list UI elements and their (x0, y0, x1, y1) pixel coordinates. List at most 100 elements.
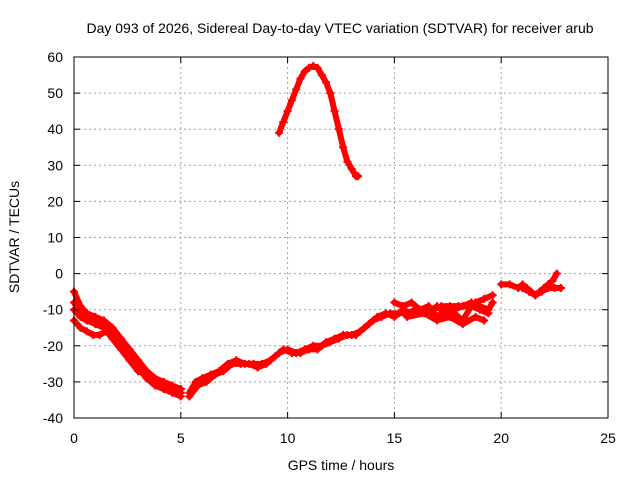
data-point (287, 96, 296, 105)
series-trace-j (518, 284, 566, 300)
x-tick-label: 15 (387, 430, 403, 446)
data-point (403, 312, 412, 321)
data-point (424, 302, 433, 311)
data-point (326, 89, 335, 98)
data-point (518, 284, 527, 293)
data-point (99, 316, 108, 325)
series-trace-d (70, 316, 185, 394)
series-trace-h (403, 309, 489, 329)
data-point (253, 363, 262, 372)
grid-lines (74, 57, 608, 418)
data-point (202, 377, 211, 386)
data-point (445, 312, 454, 321)
data-point (407, 298, 416, 307)
data-point (262, 359, 271, 368)
data-point (185, 392, 194, 401)
data-point (505, 280, 514, 289)
data-point (134, 359, 143, 368)
data-point (322, 338, 331, 347)
data-point (339, 330, 348, 339)
data-point (537, 287, 546, 296)
data-point (275, 128, 284, 137)
y-tick-label: -30 (43, 374, 63, 390)
data-point (497, 280, 506, 289)
series-layer (70, 62, 566, 401)
data-point (390, 298, 399, 307)
y-tick-label: 50 (47, 85, 63, 101)
data-point (531, 291, 540, 300)
data-point (142, 367, 151, 376)
data-point (334, 125, 343, 134)
data-point (373, 312, 382, 321)
data-point (176, 385, 185, 394)
data-point (296, 349, 305, 358)
data-point (390, 312, 399, 321)
x-tick-label: 5 (177, 430, 185, 446)
data-point (313, 63, 322, 72)
data-point (458, 302, 467, 311)
data-point (420, 309, 429, 318)
data-point (441, 305, 450, 314)
x-tick-labels: 0 5 10 15 20 25 (70, 430, 616, 446)
data-point (228, 359, 237, 368)
data-point (168, 381, 177, 390)
data-point (381, 309, 390, 318)
y-tick-label: 40 (47, 121, 63, 137)
data-point (480, 316, 489, 325)
chart-title: Day 093 of 2026, Sidereal Day-to-day VTE… (86, 20, 593, 36)
data-point (557, 284, 566, 293)
data-point (471, 312, 480, 321)
data-point (322, 78, 331, 87)
data-point (467, 302, 476, 311)
data-point (300, 67, 309, 76)
data-point (488, 298, 497, 307)
data-point (279, 345, 288, 354)
data-point (330, 107, 339, 116)
data-point (283, 107, 292, 116)
data-point (76, 323, 85, 332)
data-point (313, 345, 322, 354)
data-point (347, 330, 356, 339)
series-trace-k (275, 62, 363, 181)
data-point (82, 327, 91, 336)
data-point (292, 85, 301, 94)
x-tick-label: 0 (70, 430, 78, 446)
data-point (245, 359, 254, 368)
data-point (488, 291, 497, 300)
data-point (82, 316, 91, 325)
data-point (304, 63, 313, 72)
data-point (552, 269, 561, 278)
data-point (356, 327, 365, 336)
data-point (484, 309, 493, 318)
data-point (339, 143, 348, 152)
data-point (108, 323, 117, 332)
y-tick-label: -40 (43, 410, 63, 426)
data-point (159, 377, 168, 386)
data-point (458, 320, 467, 329)
data-point (76, 312, 85, 321)
data-point (433, 302, 442, 311)
data-point (475, 305, 484, 314)
x-axis-label: GPS time / hours (288, 457, 395, 473)
data-point (219, 367, 228, 376)
data-point (193, 381, 202, 390)
y-axis-label: SDTVAR / TECUs (6, 181, 22, 293)
x-tick-label: 10 (280, 430, 296, 446)
data-point (343, 157, 352, 166)
y-tick-label: 30 (47, 157, 63, 173)
data-point (270, 352, 279, 361)
y-tick-labels: -40 -30 -20 -10 0 10 20 30 40 50 60 (43, 49, 63, 426)
data-point (354, 172, 363, 181)
data-point (287, 349, 296, 358)
data-point (125, 349, 134, 358)
data-point (296, 74, 305, 83)
data-point (116, 338, 125, 347)
data-point (309, 62, 318, 71)
y-tick-label: 10 (47, 230, 63, 246)
data-point (398, 302, 407, 311)
data-point (364, 320, 373, 329)
data-point (91, 320, 100, 329)
data-point (134, 367, 143, 376)
